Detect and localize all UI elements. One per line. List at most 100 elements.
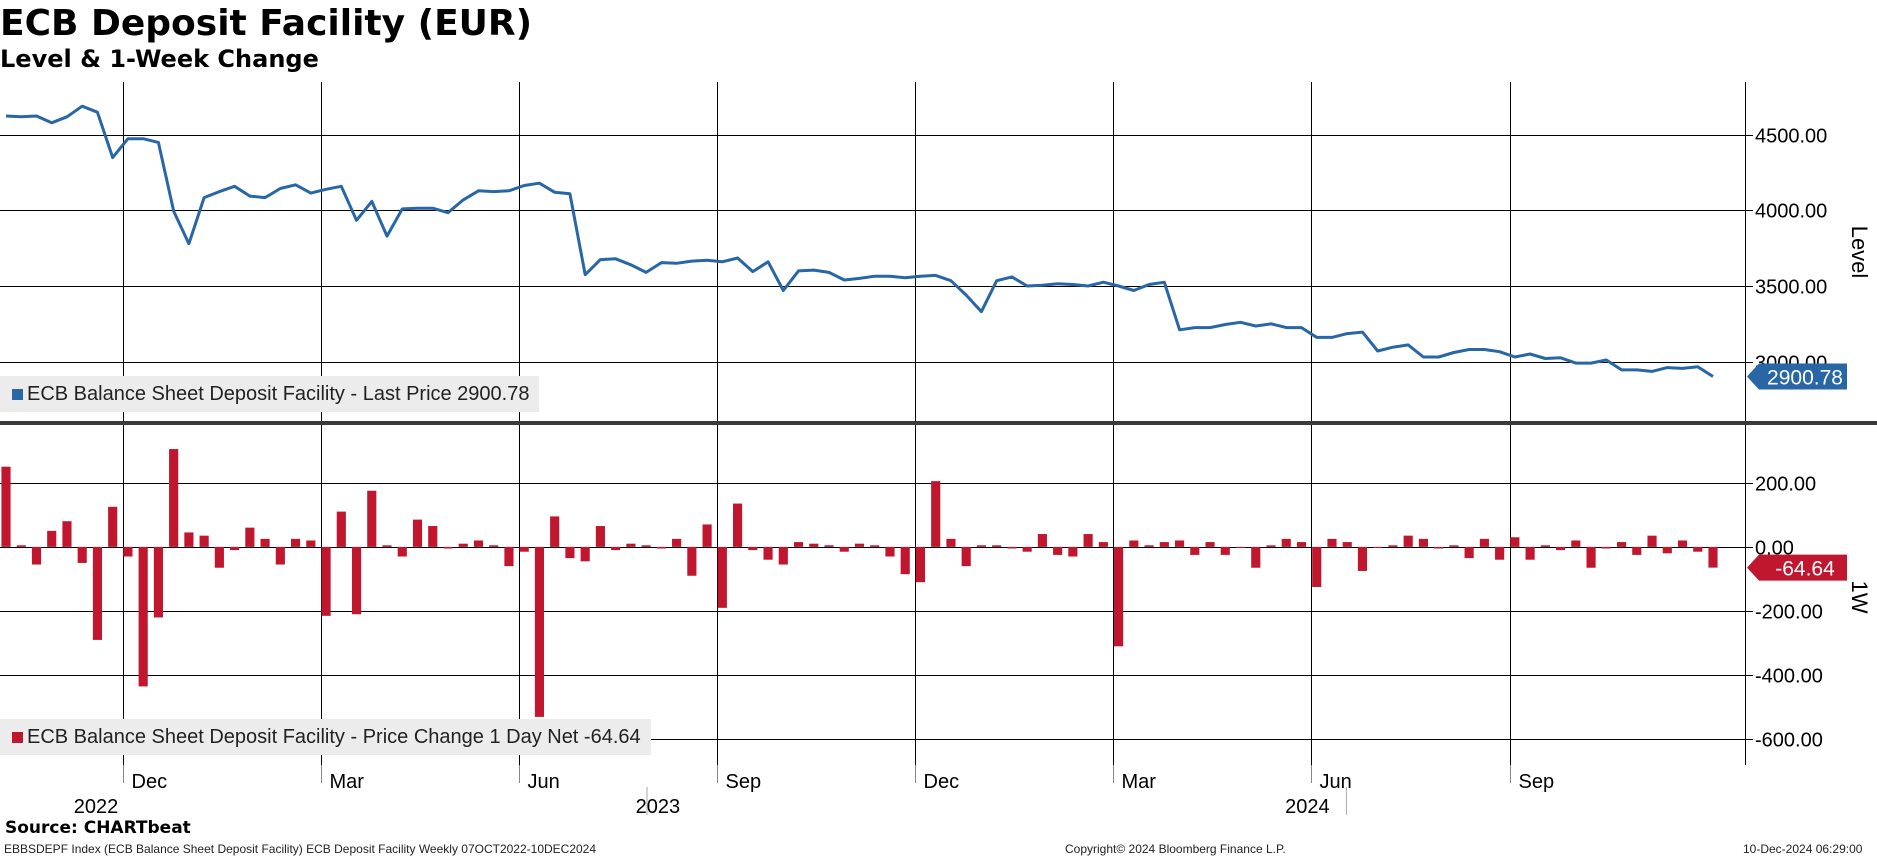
change-bar [199,535,209,547]
x-month-label-4: Dec [924,771,960,793]
x-month-label-7: Sep [1519,771,1555,793]
change-bar [793,542,804,547]
change-bar [230,546,240,551]
change-bar [1266,545,1276,547]
change-bar [504,546,514,567]
x-year-label-0: 2022 [74,796,119,818]
change-bar [214,546,224,568]
change-bar [1129,540,1139,547]
change-bar [1342,542,1352,547]
change-bar [321,546,331,616]
change-bar [976,545,987,547]
change-bar [443,546,453,549]
change-bar [1418,538,1428,547]
legend-change-swatch [12,732,23,743]
change-bar [946,538,956,547]
change-bar [687,546,697,576]
change-bar [931,481,941,547]
change-bar [611,546,621,551]
change-bar [915,546,926,583]
change-bar [656,546,666,549]
change-bar [1174,540,1185,547]
change-bar [550,516,560,547]
change-bar [1296,542,1307,547]
change-bar [1632,546,1642,555]
change-bar [519,546,529,552]
change-bar [1159,542,1169,547]
chart-subtitle: Level & 1-Week Change [0,45,319,73]
x-month-label-1: Mar [330,771,365,793]
change-bar [1312,546,1322,587]
change-bar [1586,546,1596,568]
change-bar [108,506,118,547]
change-bar [245,527,255,547]
change-bar [16,545,26,547]
change-bar [1510,537,1520,547]
change-bar [1,466,11,547]
change-bar [428,526,438,547]
change-bar [1662,546,1672,554]
legend-change-text: ECB Balance Sheet Deposit Facility - Pri… [27,726,641,748]
change-bar [1540,545,1550,547]
change-bar [77,546,87,563]
change-bar [47,530,57,547]
change-bar [565,546,575,559]
level-last-value-box [1747,363,1847,390]
change-y-label-3: 0.00 [1755,538,1794,560]
change-bar [1479,538,1489,547]
change-bar [382,545,392,547]
change-bar [1373,546,1383,548]
change-bar [854,543,865,547]
change-last-value-box [1747,554,1847,581]
change-bar [412,519,423,547]
change-bar [153,546,163,618]
level-y-label-3: 4500.00 [1755,126,1827,148]
change-bar [748,546,758,551]
change-bar [992,545,1002,547]
change-bar [458,543,468,547]
change-y-label-1: -400.00 [1755,666,1823,688]
change-bar [1205,542,1215,547]
level-axis-title: Level [1847,226,1872,279]
change-bar [1525,546,1535,560]
level-last-value-label: 2900.78 [1767,367,1843,390]
change-bar [732,503,743,547]
copyright: Copyright© 2024 Bloomberg Finance L.P. [1065,842,1286,856]
change-bar [1235,546,1246,548]
change-bar [1449,545,1459,547]
change-y-label-2: -200.00 [1755,602,1823,624]
change-bar [260,538,270,547]
panel-divider [0,421,1877,425]
change-bar [809,543,819,547]
level-y-label-1: 3500.00 [1755,277,1827,299]
change-bar [961,546,971,567]
change-bar [1327,538,1337,547]
change-bar [92,546,103,640]
change-bar [702,524,712,547]
change-bar [641,545,651,547]
change-bar [1677,540,1688,547]
change-bar [1114,546,1124,647]
change-bar [336,511,346,547]
change-bar [626,543,636,547]
change-bar [1022,546,1032,552]
change-axis-title: 1W [1847,581,1872,614]
change-bar [717,546,727,608]
change-bar [291,538,301,547]
change-bar [1037,534,1047,547]
change-bar [1068,546,1078,557]
change-bar [1708,546,1718,568]
change-bar [1007,546,1017,549]
change-bar [1388,545,1398,547]
change-bar [31,546,42,565]
x-month-label-2: Jun [528,771,560,793]
change-bar [306,540,316,547]
chart-title: ECB Deposit Facility (EUR) [0,3,533,44]
x-month-label-5: Mar [1122,771,1157,793]
change-bar [1144,545,1154,547]
change-bar [138,546,148,687]
ticker-line: EBBSDEPF Index (ECB Balance Sheet Deposi… [4,842,597,856]
level-line [5,104,1714,378]
change-bar [62,521,72,547]
change-bar [1083,534,1093,547]
